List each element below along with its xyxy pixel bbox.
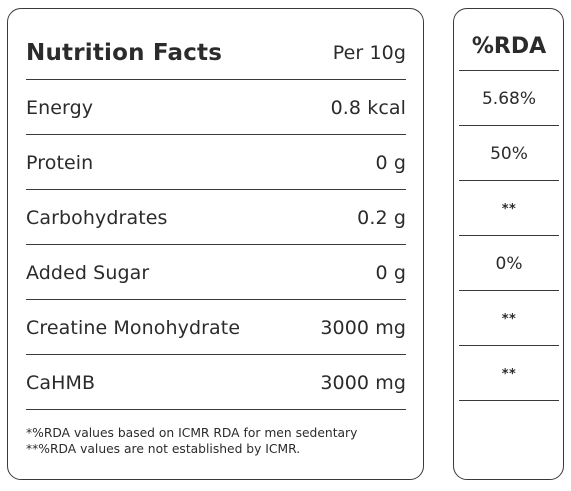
nutrient-value: 0.2 g	[357, 207, 406, 229]
nutrient-label: Added Sugar	[26, 262, 150, 284]
rda-value-protein: 50%	[459, 126, 559, 181]
footnotes: *%RDA values based on ICMR RDA for men s…	[26, 425, 416, 457]
rda-value-creatine: **	[459, 291, 559, 346]
nutrient-label: Protein	[26, 152, 94, 174]
nutrient-label: Carbohydrates	[26, 207, 168, 229]
nutrient-row-energy: Energy 0.8 kcal	[26, 80, 406, 135]
rda-panel: %RDA 5.68% 50% ** 0% ** **	[453, 8, 564, 480]
nutrient-value: 0 g	[375, 262, 406, 284]
nutrient-row-creatine: Creatine Monohydrate 3000 mg	[26, 300, 406, 355]
nutrient-label: CaHMB	[26, 372, 96, 394]
serving-size: Per 10g	[332, 42, 406, 64]
nutrient-row-carbohydrates: Carbohydrates 0.2 g	[26, 190, 406, 245]
nutrient-row-cahmb: CaHMB 3000 mg	[26, 355, 406, 410]
nutrient-value: 3000 mg	[320, 317, 406, 339]
footnote-rda-basis: *%RDA values based on ICMR RDA for men s…	[26, 426, 358, 440]
nutrient-label: Energy	[26, 97, 94, 119]
facts-title: Nutrition Facts	[26, 40, 223, 66]
rda-value-added-sugar: 0%	[459, 236, 559, 291]
nutrition-facts-panel: Nutrition Facts Per 10g Energy 0.8 kcal …	[7, 8, 424, 480]
nutrient-row-protein: Protein 0 g	[26, 135, 406, 190]
nutrient-value: 3000 mg	[320, 372, 406, 394]
rda-title: %RDA	[459, 21, 559, 71]
rda-value-energy: 5.68%	[459, 71, 559, 126]
footnote-rda-not-established: **%RDA values are not established by ICM…	[26, 442, 301, 456]
nutrient-label: Creatine Monohydrate	[26, 317, 241, 339]
facts-header-row: Nutrition Facts Per 10g	[26, 25, 406, 80]
nutrient-row-added-sugar: Added Sugar 0 g	[26, 245, 406, 300]
rda-value-carbohydrates: **	[459, 181, 559, 236]
nutrient-value: 0.8 kcal	[330, 97, 406, 119]
rda-value-cahmb: **	[459, 346, 559, 401]
nutrient-value: 0 g	[375, 152, 406, 174]
